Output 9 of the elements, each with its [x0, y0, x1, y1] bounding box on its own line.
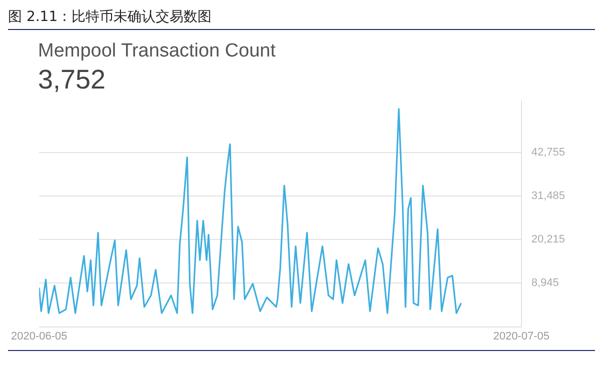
- y-tick-label: 8,945: [531, 277, 559, 290]
- chart-subtitle: Mempool Transaction Count: [38, 40, 276, 62]
- chart-title: 图 2.11：比特币未确认交易数图: [8, 8, 595, 30]
- x-tick-label: 2020-07-05: [493, 330, 550, 342]
- y-tick-label: 42,755: [531, 146, 566, 158]
- y-tick-label: 31,485: [531, 190, 566, 202]
- y-tick-label: 20,215: [531, 234, 566, 246]
- x-tick-label: 2020-06-05: [10, 330, 68, 342]
- text: 3,752: [38, 64, 106, 94]
